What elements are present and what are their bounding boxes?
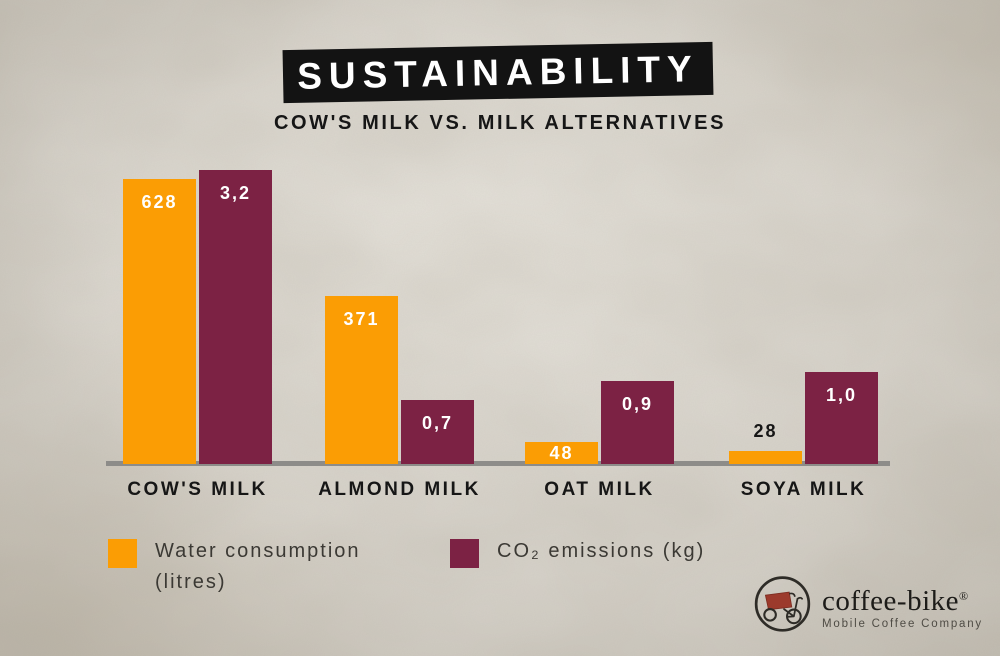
legend-label-line: CO₂ emissions (kg) — [497, 540, 706, 562]
legend-label-line: Water consumption — [155, 540, 361, 562]
legend-label-0: Water consumption (litres) — [155, 536, 361, 598]
legend-label-1: CO₂ emissions (kg) — [497, 536, 705, 567]
legend-swatch-1 — [450, 539, 479, 568]
legend-swatch-0 — [108, 539, 137, 568]
legend-label-line: (litres) — [155, 571, 227, 593]
